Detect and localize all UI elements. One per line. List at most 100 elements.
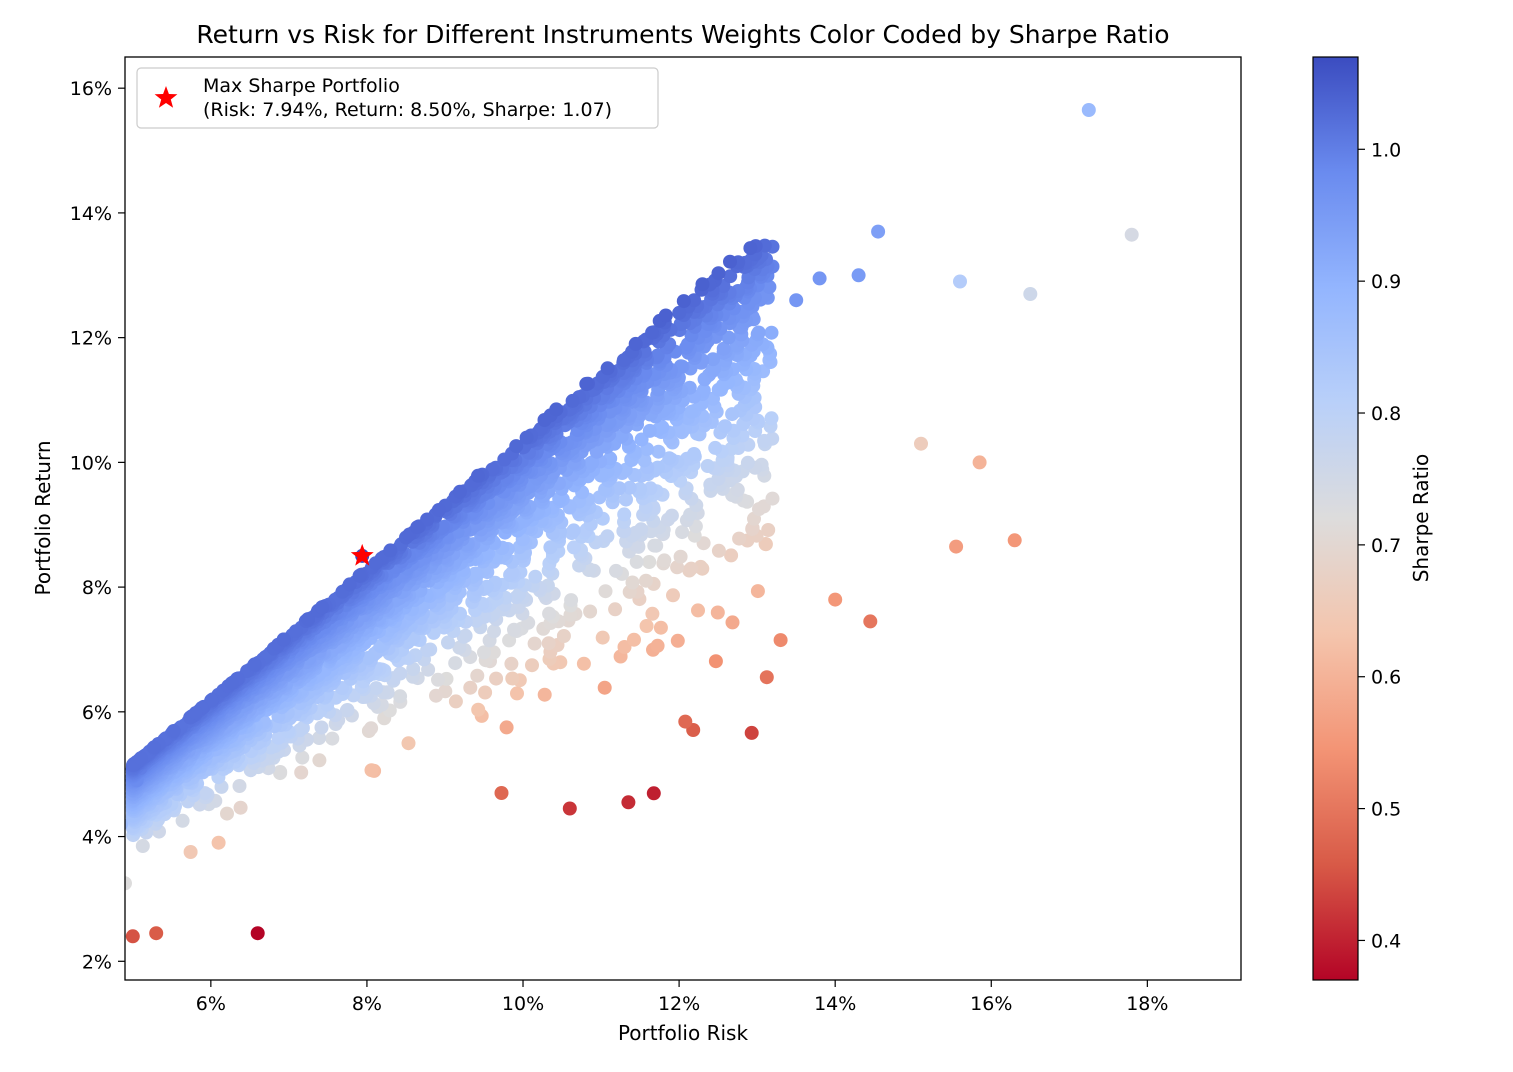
scatter-point	[711, 543, 726, 558]
scatter-point	[504, 656, 519, 671]
scatter-point	[224, 676, 239, 691]
scatter-point	[633, 482, 648, 496]
scatter-point	[759, 670, 774, 685]
scatter-point	[125, 818, 129, 830]
scatter-point	[622, 480, 637, 495]
scatter-point	[510, 686, 524, 701]
scatter-point	[710, 605, 725, 620]
scatter-point	[662, 451, 677, 466]
scatter-point	[612, 481, 627, 496]
x-tick-label: 6%	[196, 993, 226, 1015]
y-tick-label: 12%	[70, 328, 112, 350]
scatter-point	[600, 361, 615, 376]
scatter-point	[621, 795, 636, 810]
x-tick-label: 12%	[658, 993, 700, 1015]
y-axis-label: Portfolio Return	[31, 441, 55, 596]
scatter-point	[758, 537, 773, 551]
scatter-point	[525, 658, 539, 673]
scatter-point	[687, 293, 702, 308]
y-tick-label: 14%	[70, 203, 112, 225]
scatter-point	[125, 876, 132, 891]
colorbar-tick-label: 0.6	[1371, 667, 1401, 689]
scatter-point	[651, 444, 666, 459]
scatter-point	[420, 512, 435, 527]
scatter-point	[730, 482, 745, 497]
scatter-point	[673, 549, 688, 564]
scatter-point	[670, 560, 685, 575]
scatter-point	[146, 740, 161, 755]
scatter-point	[664, 508, 679, 523]
scatter-point	[232, 779, 247, 793]
scatter-point	[579, 376, 594, 391]
scatter-point	[383, 543, 398, 558]
scatter-point	[452, 640, 467, 655]
scatter-point	[566, 523, 581, 538]
scatter-point	[658, 308, 673, 323]
scatter-point	[477, 645, 491, 660]
scatter-point	[537, 413, 552, 427]
scatter-point	[204, 693, 219, 708]
y-tick-label: 2%	[82, 951, 112, 973]
scatter-point	[672, 305, 687, 320]
scatter-point	[762, 280, 777, 294]
scatter-point	[295, 721, 310, 735]
scatter-point	[670, 633, 685, 648]
scatter-point	[197, 786, 212, 801]
scatter-point	[220, 806, 234, 821]
scatter-point	[647, 538, 662, 553]
scatter-point	[183, 845, 198, 859]
colorbar-label: Sharpe Ratio	[1409, 454, 1433, 583]
scatter-point	[502, 633, 517, 648]
scatter-point	[364, 721, 379, 736]
scatter-point	[364, 763, 379, 778]
scatter-point	[725, 407, 740, 422]
scatter-point	[619, 492, 633, 507]
scatter-point	[549, 402, 564, 417]
scatter-point	[564, 593, 579, 608]
scatter-point	[471, 468, 485, 483]
scatter-point	[528, 569, 543, 584]
scatter-point	[629, 554, 644, 569]
legend: Max Sharpe Portfolio (Risk: 7.94%, Retur…	[136, 67, 659, 129]
scatter-point	[744, 725, 759, 740]
scatter-point	[583, 604, 598, 619]
scatter-point	[325, 731, 340, 746]
scatter-point	[566, 540, 581, 555]
scatter-point	[342, 577, 357, 592]
scatter-point	[469, 613, 484, 628]
scatter-point	[211, 835, 226, 850]
scatter-point	[468, 566, 483, 581]
scatter-point	[708, 440, 723, 455]
y-tick-label: 8%	[82, 577, 112, 599]
scatter-point	[314, 720, 329, 735]
scatter-point	[595, 630, 610, 645]
scatter-point	[718, 419, 732, 434]
scatter-point	[420, 643, 435, 658]
colorbar: 0.4 0.5 0.6 0.7 0.8 0.9 1.0 Sharpe Ratio	[1312, 56, 1433, 981]
scatter-point	[666, 588, 680, 603]
scatter-point	[188, 706, 203, 720]
scatter-point	[678, 714, 693, 729]
scatter-point	[639, 619, 654, 633]
scatter-point	[863, 614, 878, 629]
scatter-point	[789, 293, 804, 308]
scatter-point	[602, 415, 617, 430]
scatter-point	[914, 436, 928, 451]
scatter-point	[393, 689, 408, 704]
legend-star-icon	[154, 86, 178, 108]
scatter-point	[166, 724, 181, 738]
scatter-point	[715, 378, 730, 393]
scatter-point	[527, 636, 542, 651]
x-axis-label: Portfolio Risk	[618, 1021, 749, 1045]
y-tick-label: 6%	[82, 702, 112, 724]
scatter-point	[653, 620, 668, 635]
colorbar-tick-label: 0.5	[1371, 799, 1401, 821]
scatter-point	[431, 503, 446, 517]
scatter-point	[478, 685, 493, 700]
scatter-point	[312, 731, 327, 745]
y-axis: 2% 4% 6% 8% 10% 12% 14% 16%	[70, 78, 125, 973]
scatter-point	[273, 765, 288, 779]
scatter-point	[716, 341, 731, 356]
scatter-point	[406, 662, 421, 676]
